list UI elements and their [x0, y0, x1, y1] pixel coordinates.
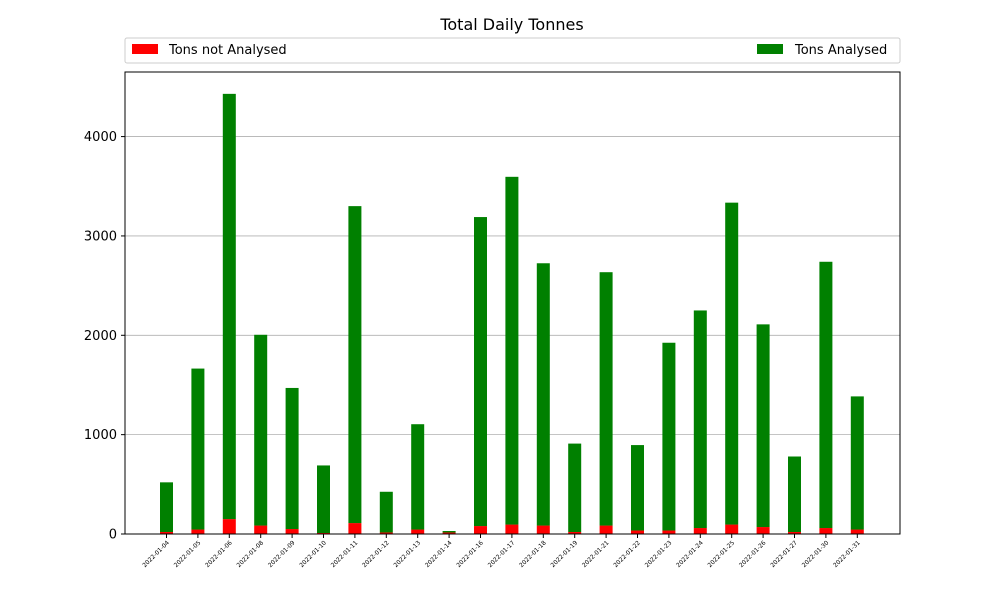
- bar-analysed: [536, 263, 550, 526]
- bar-not-analysed: [756, 527, 770, 534]
- y-tick-label: 2000: [84, 329, 117, 344]
- bar-analysed: [788, 456, 801, 533]
- bar-not-analysed: [411, 529, 425, 534]
- x-tick-label: 2022-01-16: [455, 539, 485, 569]
- x-tick-label: 2022-01-14: [424, 539, 454, 569]
- bar-analysed: [819, 261, 833, 529]
- legend-frame: [124, 37, 901, 64]
- bar-not-analysed: [693, 528, 707, 534]
- x-tick-label: 2022-01-24: [675, 539, 705, 569]
- x-tick-label: 2022-01-17: [487, 539, 517, 569]
- bar-analysed: [631, 445, 644, 531]
- bar-analysed: [191, 368, 205, 530]
- bar-analysed: [160, 482, 173, 533]
- bar-analysed: [850, 396, 864, 530]
- bar-not-analysed: [474, 526, 487, 534]
- bar-analysed: [317, 465, 330, 534]
- bar-not-analysed: [568, 532, 582, 534]
- bar-analysed: [599, 272, 613, 526]
- bar-analysed: [411, 424, 425, 530]
- bar-analysed: [693, 310, 707, 529]
- x-tick-label: 2022-01-27: [769, 539, 799, 569]
- x-tick-label: 2022-01-04: [141, 539, 171, 569]
- legend-label-analysed: Tons Analysed: [794, 43, 887, 58]
- bar-not-analysed: [285, 529, 299, 534]
- x-tick-label: 2022-01-26: [738, 539, 768, 569]
- bar-analysed: [285, 387, 299, 530]
- x-tick-label: 2022-01-18: [518, 539, 548, 569]
- x-tick-label: 2022-01-08: [236, 539, 266, 569]
- legend-label-not-analysed: Tons not Analysed: [168, 43, 287, 58]
- x-tick-label: 2022-01-19: [550, 539, 580, 569]
- y-tick-label: 4000: [84, 130, 117, 145]
- bar-analysed: [442, 531, 456, 533]
- bars: [160, 93, 864, 534]
- bar-analysed: [474, 217, 487, 527]
- x-tick-label: 2022-01-31: [832, 539, 862, 569]
- bar-not-analysed: [599, 525, 613, 534]
- x-tick-label: 2022-01-23: [644, 539, 674, 569]
- bar-analysed: [254, 334, 268, 526]
- x-tick-label: 2022-01-30: [801, 539, 831, 569]
- bar-analysed: [756, 324, 770, 528]
- bar-not-analysed: [379, 532, 393, 534]
- chart-title: Total Daily Tonnes: [439, 15, 583, 34]
- bar-analysed: [348, 206, 362, 524]
- legend: Tons not Analysed Tons Analysed: [124, 37, 901, 64]
- x-tick-label: 2022-01-10: [298, 539, 328, 569]
- x-tick-label: 2022-01-13: [393, 539, 423, 569]
- bar-not-analysed: [725, 524, 739, 534]
- bar-not-analysed: [505, 524, 519, 534]
- bar-not-analysed: [631, 530, 644, 534]
- bar-not-analysed: [788, 532, 801, 534]
- bar-not-analysed: [819, 528, 833, 534]
- bar-analysed: [379, 491, 393, 533]
- bar-not-analysed: [348, 523, 362, 534]
- y-tick-label: 0: [109, 528, 117, 543]
- bar-not-analysed: [536, 525, 550, 534]
- bar-analysed: [662, 342, 676, 531]
- legend-swatch-not-analysed: [132, 44, 158, 54]
- x-tick-label: 2022-01-05: [173, 539, 203, 569]
- y-tick-label: 3000: [84, 229, 117, 244]
- y-axis: 0 1000 2000 3000 4000: [84, 130, 125, 543]
- plot-frame: [124, 71, 901, 535]
- bar-not-analysed: [442, 532, 456, 534]
- bar-not-analysed: [160, 532, 173, 534]
- bar-not-analysed: [222, 519, 236, 534]
- x-tick-label: 2022-01-25: [707, 539, 737, 569]
- x-tick-label: 2022-01-06: [204, 539, 234, 569]
- x-tick-label: 2022-01-11: [330, 539, 360, 569]
- bar-analysed: [505, 176, 519, 525]
- legend-swatch-analysed: [757, 44, 783, 54]
- bar-not-analysed: [850, 529, 864, 534]
- bar-not-analysed: [191, 529, 205, 534]
- x-tick-label: 2022-01-22: [612, 539, 642, 569]
- x-tick-label: 2022-01-09: [267, 539, 297, 569]
- bar-not-analysed: [662, 530, 676, 534]
- bar-analysed: [568, 443, 582, 533]
- bar-analysed: [725, 202, 739, 525]
- bar-not-analysed: [254, 525, 268, 534]
- x-tick-label: 2022-01-12: [361, 539, 391, 569]
- x-tick-label: 2022-01-21: [581, 539, 611, 569]
- bar-analysed: [222, 93, 236, 520]
- x-axis: 2022-01-04 2022-01-05 2022-01-06 2022-01-08…: [141, 534, 862, 569]
- y-tick-label: 1000: [84, 428, 117, 443]
